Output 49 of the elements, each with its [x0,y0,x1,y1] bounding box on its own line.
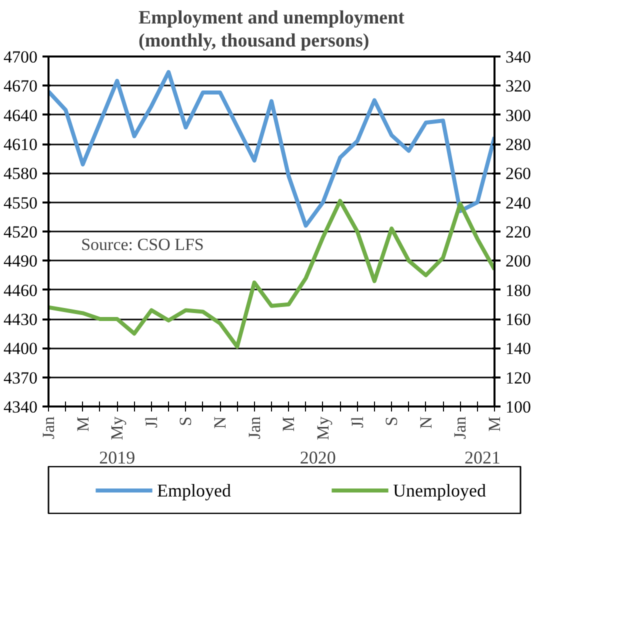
y2-tick-label: 280 [506,135,531,154]
x-tick-label: My [313,416,332,440]
y2-tick-label: 300 [506,106,531,125]
y2-tick-label: 140 [506,339,531,358]
x-tick-label: Jan [244,416,264,440]
y2-tick-label: 100 [506,398,531,416]
x-tick-label: Jan [39,416,58,440]
y-tick-label: 4670 [4,76,38,96]
y-tick-label: 4610 [4,135,38,154]
x-tick-label: Jan [450,416,470,440]
x-tick-label: N [210,416,230,429]
y-tick-label: 4700 [4,48,38,66]
text: 2019 [99,448,136,468]
legend-label: Unemployed [393,480,486,500]
chart-title: Employment and unemployment (monthly, thousand persons) [138,7,406,52]
y2-tick-label: 200 [506,252,531,271]
x-tick-label: M [485,416,504,432]
x-tick-label: M [73,416,92,432]
y-tick-label: 4520 [4,222,38,242]
y2-tick-label: 260 [506,164,531,184]
x-tick-label: Jl [142,416,161,428]
text: 2021 [464,448,500,468]
y2-tick-label: 120 [506,368,531,388]
y-tick-label: 4430 [4,310,38,329]
line-series [48,70,494,228]
x-tick-label: S [176,416,196,426]
annotation: Source: CSO LFS [81,234,204,254]
x-tick-label: S [382,416,402,426]
y-tick-label: 4550 [4,193,38,212]
x-tick-label: M [279,416,298,432]
y-tick-label: 4340 [4,398,38,416]
x-tick-label: My [108,416,127,440]
y-tick-label: 4490 [4,252,38,271]
text: 2020 [300,448,336,468]
y2-tick-label: 180 [506,280,531,300]
y2-tick-label: 240 [506,193,531,212]
y-tick-label: 4580 [4,164,38,184]
x-tick-label: Jl [348,416,367,428]
y-tick-label: 4370 [4,368,38,388]
y-tick-label: 4460 [4,280,38,300]
line-series [48,198,494,349]
y-tick-label: 4400 [4,339,38,358]
y2-tick-label: 320 [506,76,531,96]
legend-label: Employed [157,480,232,500]
x-tick-label: N [416,416,436,429]
y2-tick-label: 220 [506,222,531,242]
y2-tick-label: 160 [506,310,531,329]
y-tick-label: 4640 [4,106,38,125]
y2-tick-label: 340 [506,48,531,66]
